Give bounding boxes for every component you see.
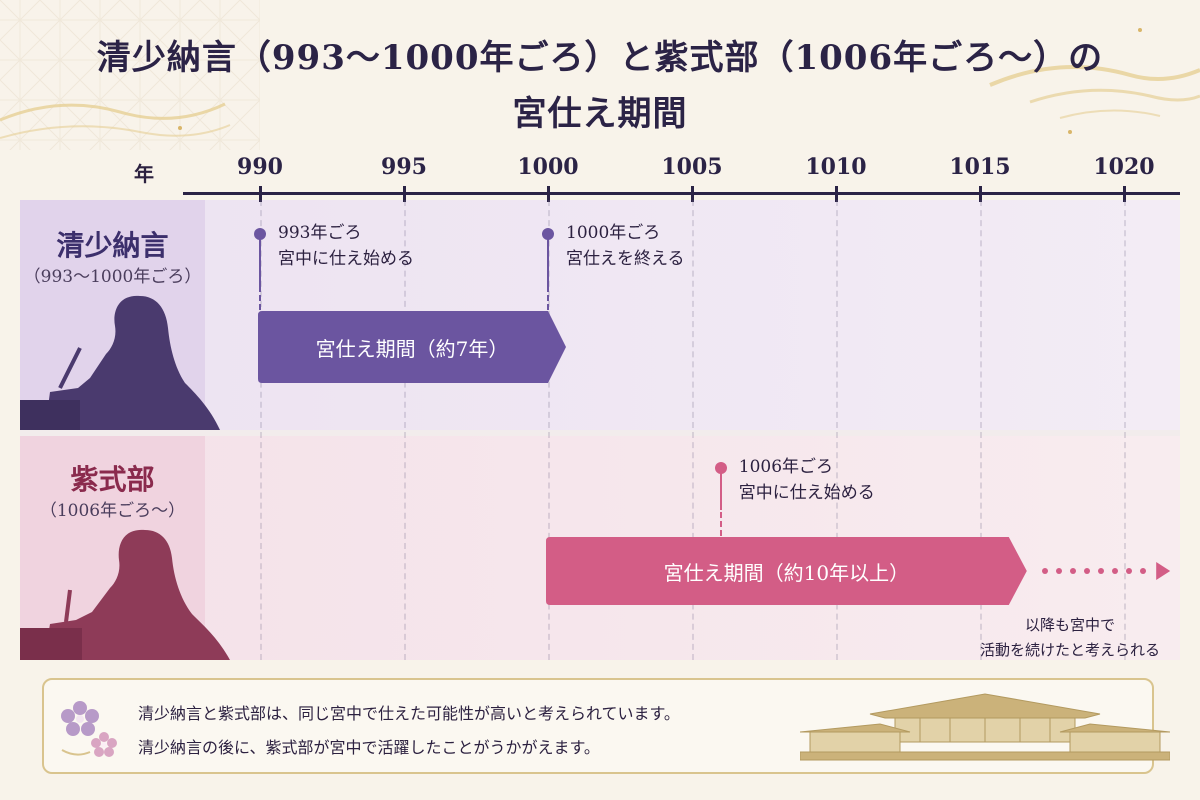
axis-tick-mark xyxy=(1123,186,1126,202)
continuation-note-line-1: 以降も宮中で xyxy=(1024,616,1115,634)
event-marker-line xyxy=(547,234,549,286)
continuation-dot xyxy=(1041,568,1048,574)
event-marker-line xyxy=(719,468,722,510)
continuation-dot xyxy=(1083,568,1090,574)
event-description: 宮中に仕え始める xyxy=(278,249,414,269)
continuation-dot xyxy=(1055,568,1062,574)
palace-illustration xyxy=(800,693,1170,761)
continuation-dot xyxy=(1111,568,1118,574)
page-subtitle: 宮仕え期間 xyxy=(512,94,688,134)
continuation-dot xyxy=(1069,568,1076,574)
event-text: 1006年ごろ宮中に仕え始める xyxy=(739,454,875,506)
axis-tick-mark xyxy=(547,186,550,202)
axis-tick-mark xyxy=(835,186,838,202)
continuation-note-line-2: 活動を続けたと考えられる xyxy=(979,641,1160,659)
duration-bar-shape xyxy=(546,537,1027,605)
axis-unit-label: 年 xyxy=(134,162,154,186)
page-title: 清少納言（993〜1000年ごろ）と紫式部（1006年ごろ〜）の xyxy=(96,38,1104,78)
timeline-axis xyxy=(183,192,1180,195)
row-separator xyxy=(20,430,1180,436)
grid-line xyxy=(260,200,262,660)
info-line-2: 清少納言の後に、紫式部が宮中で活躍したことがうかがえます。 xyxy=(138,738,600,757)
duration-bar-label: 宮仕え期間（約10年以上） xyxy=(663,560,910,585)
grid-line xyxy=(692,200,694,660)
grid-line xyxy=(404,200,406,660)
event-date: 993年ごろ xyxy=(278,223,362,243)
continuation-note: 以降も宮中で活動を続けたと考えられる xyxy=(965,613,1175,663)
continuation-dot xyxy=(1139,568,1146,574)
event-description: 宮中に仕え始める xyxy=(738,483,875,503)
axis-tick-mark xyxy=(259,186,262,202)
murasaki-silhouette xyxy=(20,529,230,660)
info-line-1: 清少納言と紫式部は、同じ宮中で仕えた可能性が高いと考えられています。 xyxy=(138,704,680,723)
event-date: 1000年ごろ xyxy=(566,223,661,243)
sakura-icon xyxy=(61,701,117,757)
axis-tick-mark xyxy=(691,186,694,202)
event-marker-dash xyxy=(259,286,261,310)
axis-tick-label: 1015 xyxy=(949,154,1011,180)
event-marker-dash xyxy=(719,512,722,536)
sei-name: 清少納言 xyxy=(56,229,169,262)
event-description: 宮仕えを終える xyxy=(566,249,685,269)
axis-tick-label: 1000 xyxy=(517,154,579,180)
continuation-arrow xyxy=(1041,562,1170,580)
grid-line xyxy=(980,200,982,660)
continuation-dot xyxy=(1125,568,1132,574)
sei-silhouette xyxy=(20,295,220,430)
sei-years: （993〜1000年ごろ） xyxy=(23,267,202,287)
duration-bar: 宮仕え期間（約7年） xyxy=(258,311,566,383)
continuation-dot xyxy=(1097,568,1104,574)
axis-tick-label: 1020 xyxy=(1093,154,1155,180)
event-marker-dash xyxy=(547,286,549,310)
axis-tick-label: 995 xyxy=(381,154,427,180)
axis-tick-label: 1005 xyxy=(661,154,723,180)
murasaki-name: 紫式部 xyxy=(70,463,155,496)
duration-bar: 宮仕え期間（約10年以上） xyxy=(546,537,1027,605)
sei-shonagon-row xyxy=(20,200,1180,430)
duration-bar-shape xyxy=(258,311,566,383)
axis-tick-mark xyxy=(979,186,982,202)
grid-line xyxy=(1124,200,1126,660)
duration-bar-label: 宮仕え期間（約7年） xyxy=(315,336,509,361)
continuation-arrowhead xyxy=(1155,562,1170,580)
axis-tick-label: 990 xyxy=(237,154,283,180)
event-marker-line xyxy=(259,234,261,286)
murasaki-years: （1006年ごろ〜） xyxy=(39,501,186,521)
event-text: 993年ごろ宮中に仕え始める xyxy=(278,220,414,272)
grid-line xyxy=(548,200,550,660)
grid-line xyxy=(836,200,838,660)
event-date: 1006年ごろ xyxy=(738,457,834,477)
axis-tick-mark xyxy=(403,186,406,202)
axis-tick-label: 1010 xyxy=(805,154,867,180)
event-text: 1000年ごろ宮仕えを終える xyxy=(566,220,685,272)
